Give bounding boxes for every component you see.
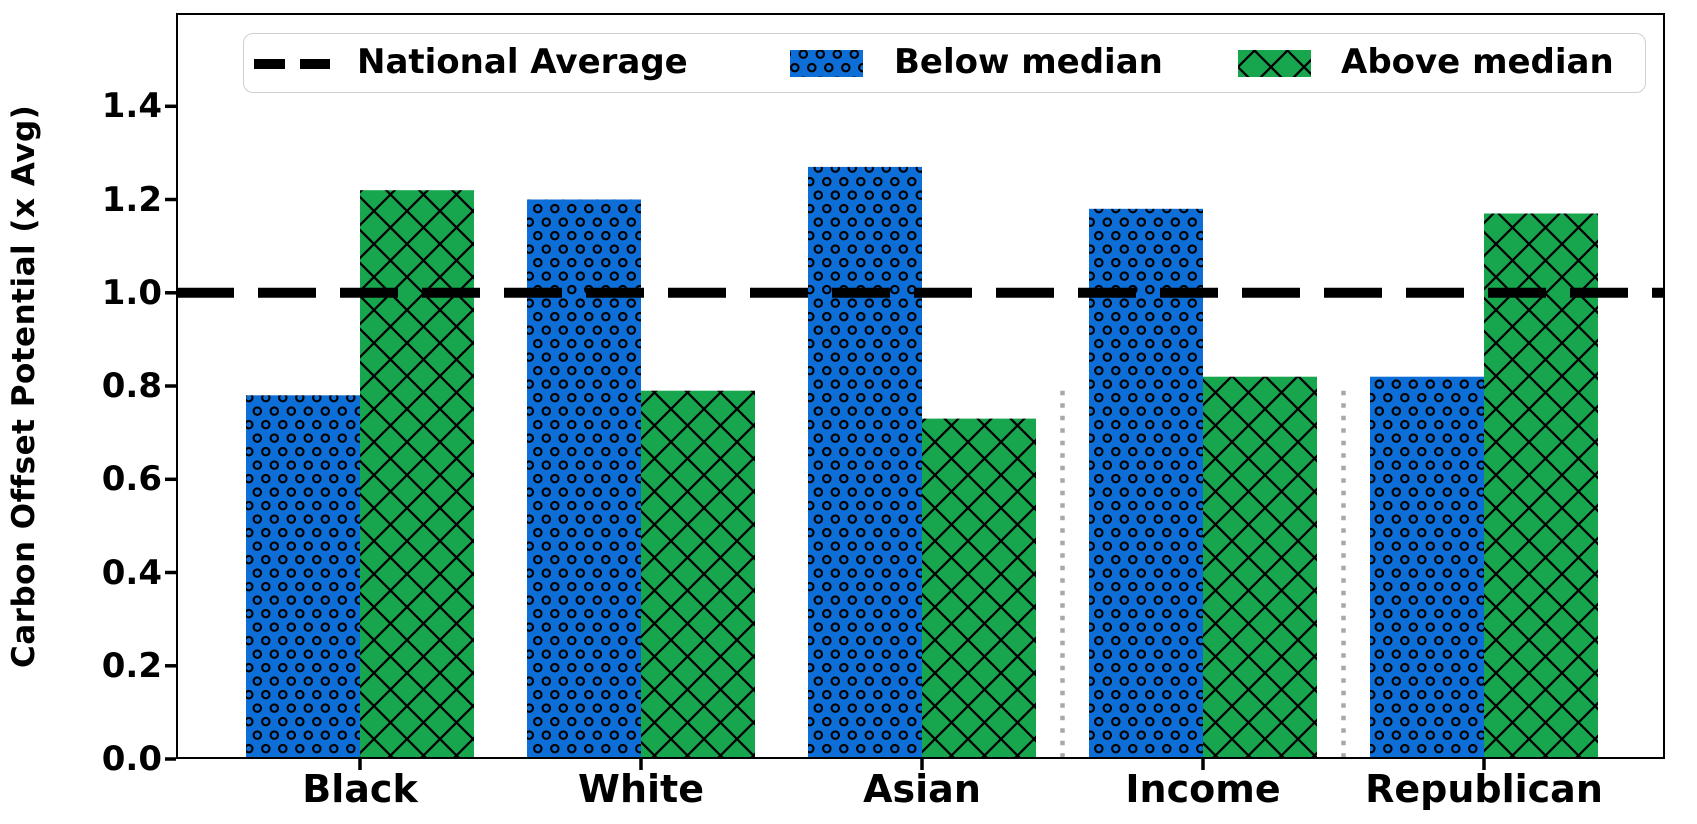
y-tick-label-1.4: 1.4 [101,86,162,127]
y-axis-label: Carbon Offset Potential (x Avg) [6,104,42,668]
x-category-label-black: Black [302,767,418,811]
bar-below-median-white [527,199,641,759]
x-category-label-asian: Asian [863,767,981,811]
y-tick-label-0.4: 0.4 [101,552,162,593]
bar-below-median-republican [1370,376,1484,759]
legend: National Average Below median Above medi… [243,33,1646,93]
bar-below-median-asian [808,166,922,759]
legend-label-below-median: Below median [894,42,1163,82]
x-category-label-income: Income [1125,767,1281,811]
y-tick-label-0.6: 0.6 [101,459,162,500]
legend-label-above-median: Above median [1341,42,1614,82]
y-tick-label-1.0: 1.0 [101,272,162,313]
x-category-label-white: White [578,767,704,811]
bar-above-median-white [641,390,755,759]
legend-swatch-above-median [1238,50,1311,77]
x-category-label-republican: Republican [1365,767,1603,811]
y-tick-label-0.2: 0.2 [101,645,162,686]
bar-above-median-republican [1484,213,1598,759]
plot-area [165,13,1665,770]
legend-label-national-average: National Average [357,42,688,82]
bar-below-median-black [246,395,360,759]
y-tick-label-0.0: 0.0 [101,739,162,779]
y-tick-label-0.8: 0.8 [101,366,162,406]
legend-swatch-below-median [790,50,863,77]
y-tick-label-1.2: 1.2 [101,179,162,220]
bar-above-median-black [360,190,474,759]
plot-frame [176,13,1665,759]
bar-above-median-income [1203,376,1317,759]
bar-below-median-income [1089,208,1203,760]
bar-above-median-asian [922,418,1036,759]
legend-dashed-line-sample [254,59,330,69]
